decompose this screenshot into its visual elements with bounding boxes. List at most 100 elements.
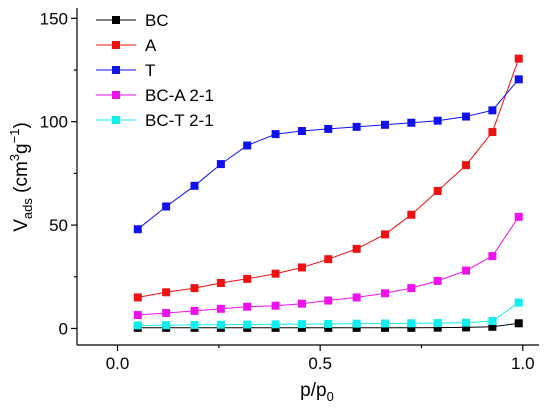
data-point — [271, 130, 280, 139]
y-axis-title-unit-open: (cm — [11, 161, 32, 198]
data-point — [216, 304, 225, 313]
data-point — [433, 116, 442, 125]
y-tick-label: 100 — [40, 113, 68, 132]
y-axis-title-subscript: ads — [20, 198, 35, 219]
data-point — [488, 317, 497, 326]
y-axis-title: Vads (cm3g−1) — [7, 122, 35, 232]
legend-label: BC — [145, 11, 169, 30]
data-point — [324, 296, 333, 305]
data-point — [352, 293, 361, 302]
data-point — [488, 128, 497, 137]
data-point — [133, 225, 142, 234]
data-point — [514, 54, 523, 63]
data-point — [488, 252, 497, 261]
data-point — [407, 210, 416, 219]
data-point — [297, 320, 306, 329]
data-point — [243, 274, 252, 283]
data-point — [462, 112, 471, 121]
data-point — [514, 212, 523, 221]
data-point — [133, 311, 142, 320]
legend-marker — [112, 116, 120, 124]
x-tick-label: 0.0 — [106, 354, 130, 373]
legend-marker — [112, 66, 120, 74]
data-point — [243, 141, 252, 150]
data-point — [133, 321, 142, 330]
data-point — [243, 302, 252, 311]
y-axis-title-unit-close: ) — [11, 122, 32, 128]
y-axis-title-v: V — [11, 219, 32, 232]
x-ticks: 0.0 0.5 1.0 — [106, 345, 535, 373]
x-axis-title-subscript: 0 — [327, 389, 334, 404]
y-axis-title-sup1: 3 — [7, 154, 22, 161]
data-point — [433, 319, 442, 328]
data-point — [271, 320, 280, 329]
legend-label: BC-A 2-1 — [145, 86, 214, 105]
x-axis-title: p/p0 — [300, 380, 334, 404]
legend: BC AT BC-A 2-1 BC-T 2-1 — [96, 11, 214, 130]
data-point — [324, 124, 333, 133]
y-axis-title-sup2: −1 — [7, 129, 22, 144]
data-point — [297, 299, 306, 308]
data-point — [407, 323, 416, 332]
data-point — [381, 323, 389, 332]
series-t — [133, 75, 523, 234]
series-bc-t-2-1 — [133, 298, 523, 330]
data-point — [407, 319, 416, 328]
data-point — [297, 127, 306, 136]
data-point — [433, 186, 442, 195]
data-point — [381, 230, 389, 239]
data-point — [190, 320, 199, 329]
data-point — [381, 120, 389, 129]
data-point — [433, 323, 442, 332]
legend-item: BC-T 2-1 — [96, 111, 214, 130]
data-point — [271, 269, 280, 278]
data-point — [514, 75, 523, 84]
legend-item: BC-A 2-1 — [96, 86, 214, 105]
data-point — [162, 308, 171, 317]
y-ticks: 0 50 100 150 — [40, 9, 77, 338]
data-point — [162, 288, 171, 297]
series-a — [133, 54, 523, 302]
legend-label: A — [145, 36, 157, 55]
data-point — [324, 255, 333, 264]
data-point — [190, 306, 199, 315]
x-tick-label: 1.0 — [511, 354, 535, 373]
legend-item: A — [96, 36, 157, 55]
data-point — [462, 318, 471, 327]
y-tick-label: 150 — [40, 9, 68, 28]
legend-marker — [112, 91, 120, 99]
data-point — [243, 320, 252, 329]
data-point — [407, 284, 416, 293]
x-axis-title-main: p/p — [300, 380, 326, 401]
data-point — [324, 319, 333, 328]
data-point — [216, 320, 225, 329]
data-point — [352, 319, 361, 328]
series-bc-a-2-1 — [133, 212, 523, 320]
y-axis-title-g: g — [11, 143, 32, 154]
data-point — [514, 319, 523, 328]
plot-frame — [76, 8, 539, 346]
data-point — [488, 106, 497, 115]
legend-marker — [112, 41, 120, 49]
y-tick-label: 0 — [59, 319, 68, 338]
data-point — [462, 323, 471, 332]
data-point — [190, 181, 199, 190]
data-point — [407, 118, 416, 127]
series-layer — [133, 54, 523, 332]
data-point — [133, 293, 142, 302]
data-point — [352, 323, 361, 332]
data-point — [271, 301, 280, 310]
data-point — [381, 319, 389, 328]
data-point — [216, 278, 225, 287]
data-point — [381, 289, 389, 298]
legend-label: T — [145, 61, 155, 80]
data-point — [297, 263, 306, 272]
legend-item: T — [96, 61, 155, 80]
x-tick-label: 0.5 — [308, 354, 332, 373]
data-point — [462, 266, 471, 275]
data-point — [216, 160, 225, 169]
y-tick-label: 50 — [49, 216, 68, 235]
data-point — [433, 276, 442, 285]
data-point — [190, 284, 199, 293]
